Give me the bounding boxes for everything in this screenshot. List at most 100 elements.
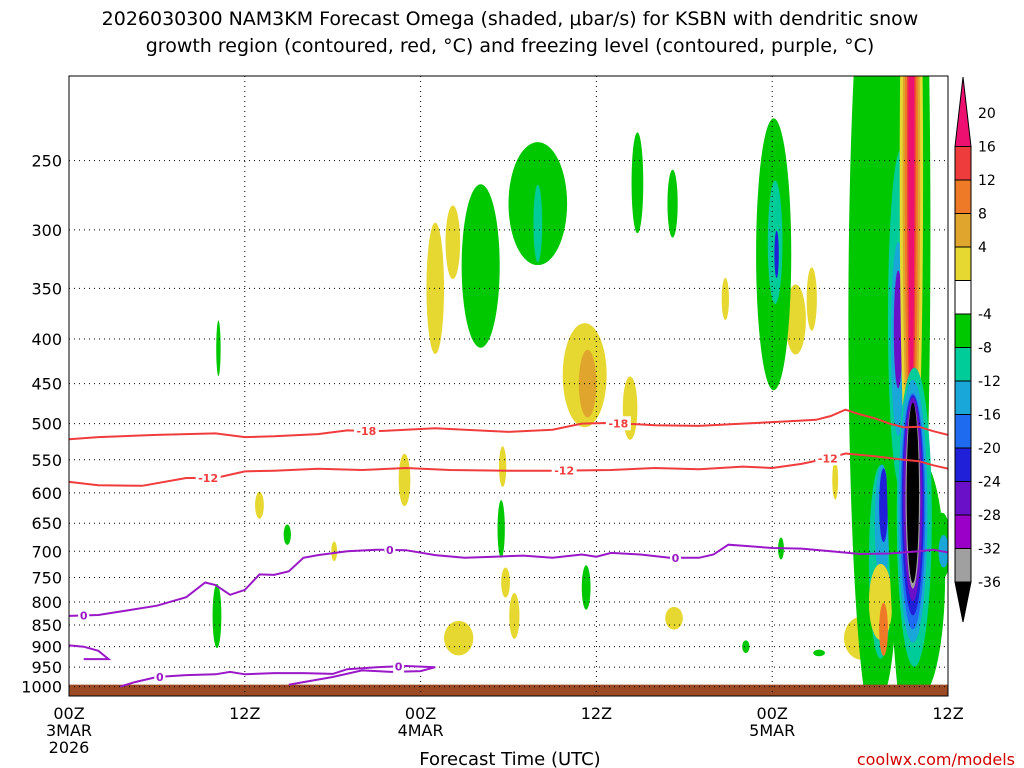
contour-0-low xyxy=(69,644,112,661)
contour-label-bg--12-2 xyxy=(815,451,841,466)
contour--18 xyxy=(69,408,948,441)
contour-label-0-0: 0 xyxy=(80,609,88,622)
colorbar-segment-2 xyxy=(954,179,972,214)
omega-cell-10 xyxy=(533,184,543,263)
omega-cell-8 xyxy=(461,184,500,348)
colorbar-label-10: -24 xyxy=(978,475,1001,491)
contour-label-0-surface-1: 0 xyxy=(395,660,403,673)
temperature-contours: -18 -18 -12 -12 -12 0 0 0 0 0 xyxy=(69,408,948,688)
colorbar-label-7: -12 xyxy=(978,374,1001,390)
y-tick-1000: 1000 xyxy=(21,678,62,697)
y-tick-750: 750 xyxy=(31,568,62,587)
omega-cell-45 xyxy=(893,270,903,389)
colorbar: 20 16 12 8 4 -4 -8 -12 -16 -20 -24 -28 -32 -36 xyxy=(954,76,1001,623)
contour-label-bg--18-0 xyxy=(353,423,379,438)
colorbar-segment-14 xyxy=(954,581,972,623)
colorbar-segment-11 xyxy=(954,481,972,516)
omega-cell-22 xyxy=(444,620,474,656)
x-tick-4-line-0: 00Z xyxy=(757,704,788,723)
contour-label--12-2: -12 xyxy=(818,452,838,465)
omega-cell-12 xyxy=(578,349,597,418)
colorbar-segment-1 xyxy=(954,146,972,181)
omega-shading xyxy=(212,76,948,696)
contour-label-bg--18-1 xyxy=(605,416,631,431)
omega-cell-18 xyxy=(806,267,817,331)
x-tick-0-line-1: 3MAR xyxy=(46,721,92,740)
omega-cell-7 xyxy=(445,205,461,280)
omega-cell-21 xyxy=(774,230,779,279)
y-tick-350: 350 xyxy=(31,279,62,298)
y-axis-tick-labels: 250 300 350 400 450 500 550 600 650 700 750 800 850 9… xyxy=(21,152,62,697)
omega-cell-6 xyxy=(426,222,445,355)
x-tick-5-line-0: 12Z xyxy=(932,704,963,723)
colorbar-segment-13 xyxy=(954,548,972,583)
x-tick-1-line-0: 12Z xyxy=(229,704,260,723)
y-tick-500: 500 xyxy=(31,415,62,434)
colorbar-segment-0 xyxy=(954,76,972,147)
colorbar-label-12: -32 xyxy=(978,542,1001,558)
plot-frame xyxy=(68,75,949,697)
y-tick-700: 700 xyxy=(31,542,62,561)
contour-label-bg-0-surface-1 xyxy=(393,659,405,674)
omega-cell-27 xyxy=(581,565,591,610)
colorbar-segment-6 xyxy=(954,313,972,348)
contour-label--18-0: -18 xyxy=(356,425,376,438)
omega-cell-32 xyxy=(832,460,839,500)
contour-label-0-surface-0: 0 xyxy=(156,671,164,684)
y-tick-300: 300 xyxy=(31,221,62,240)
y-tick-600: 600 xyxy=(31,484,62,503)
colorbar-label-1: 16 xyxy=(978,140,996,156)
contour-label--12-0: -12 xyxy=(198,472,218,485)
contour-label--12-1: -12 xyxy=(554,465,574,478)
omega-cell-26 xyxy=(509,593,520,639)
colorbar-segment-12 xyxy=(954,514,972,549)
colorbar-segment-3 xyxy=(954,213,972,248)
pressure-gridlines xyxy=(68,76,949,696)
omega-cell-13 xyxy=(622,376,638,440)
omega-cell-14 xyxy=(631,132,644,234)
colorbar-label-9: -20 xyxy=(978,441,1001,457)
omega-cell-15 xyxy=(667,169,678,238)
y-tick-550: 550 xyxy=(31,451,62,470)
omega-cell-40 xyxy=(879,602,888,656)
colorbar-label-5: -4 xyxy=(978,307,992,323)
contour-0-surface xyxy=(120,664,436,688)
omega-cell-3 xyxy=(212,583,222,649)
contour-label-bg--12-1 xyxy=(551,463,577,478)
omega-cell-17 xyxy=(785,284,806,355)
chart-title-line1: 2026030300 NAM3KM Forecast Omega (shaded… xyxy=(102,8,919,30)
omega-cell-5 xyxy=(398,453,411,507)
colorbar-label-6: -8 xyxy=(978,341,992,357)
omega-cell-31 xyxy=(813,649,825,657)
x-tick-0-line-2: 2026 xyxy=(49,738,90,757)
x-tick-2-line-1: 4MAR xyxy=(398,721,444,740)
colorbar-segment-10 xyxy=(954,447,972,482)
colorbar-label-2: 12 xyxy=(978,173,996,189)
y-tick-450: 450 xyxy=(31,375,62,394)
omega-cell-25 xyxy=(501,567,510,598)
colorbar-label-11: -28 xyxy=(978,508,1001,524)
omega-cell-52 xyxy=(908,76,915,424)
colorbar-segment-9 xyxy=(954,414,972,449)
contour-label-bg-0-2 xyxy=(670,550,682,565)
chart-title-line2: growth region (contoured, red, °C) and f… xyxy=(146,35,875,57)
x-tick-2-line-0: 00Z xyxy=(405,704,436,723)
colorbar-segment-5 xyxy=(954,280,972,315)
contour-label-bg-0-1 xyxy=(384,542,396,557)
contour-label-bg-0-surface-0 xyxy=(154,669,166,684)
y-tick-250: 250 xyxy=(31,152,62,171)
contour-label-bg-0-0 xyxy=(78,608,90,623)
y-tick-850: 850 xyxy=(31,616,62,635)
colorbar-label-8: -16 xyxy=(978,408,1001,424)
omega-cell-28 xyxy=(665,606,683,630)
contour-0 xyxy=(69,543,948,617)
omega-cell-24 xyxy=(497,500,505,558)
y-tick-650: 650 xyxy=(31,514,62,533)
x-tick-4-line-1: 5MAR xyxy=(749,721,795,740)
x-axis-title: Forecast Time (UTC) xyxy=(419,749,600,768)
contour-label--18-1: -18 xyxy=(608,417,628,430)
y-tick-900: 900 xyxy=(31,638,62,657)
ground-band xyxy=(69,684,948,696)
